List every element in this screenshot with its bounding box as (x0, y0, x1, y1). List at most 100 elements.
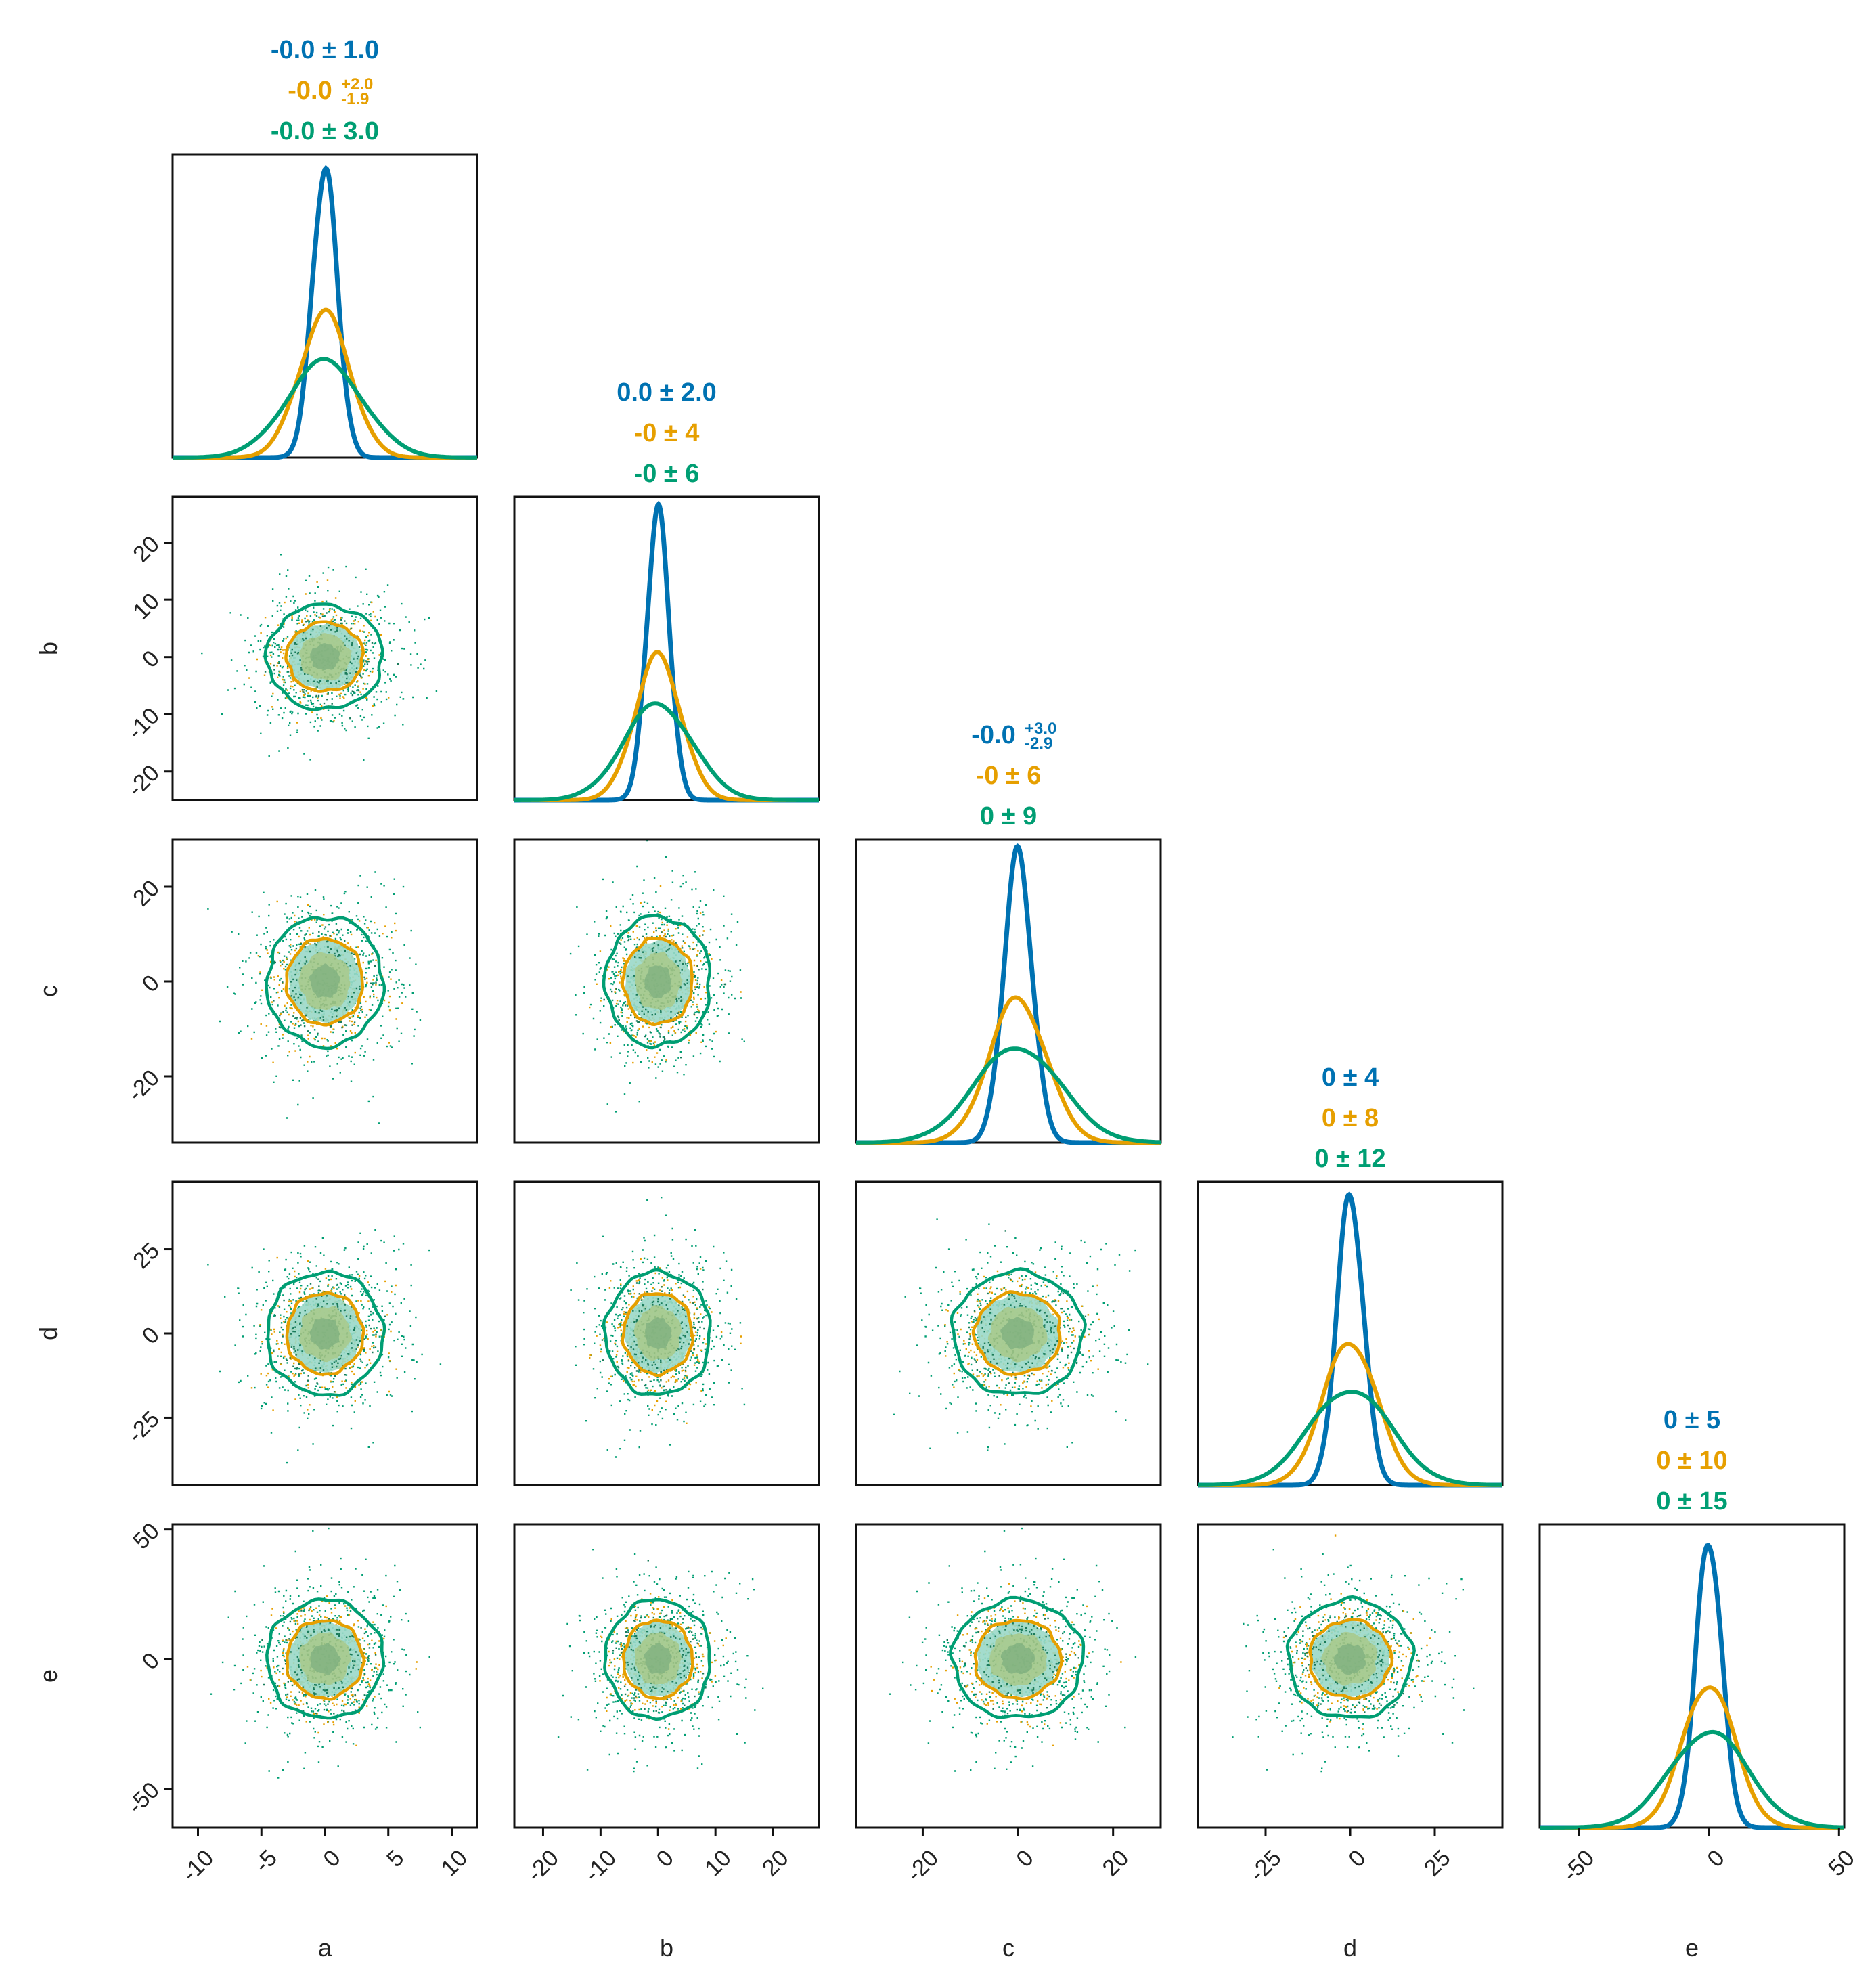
joint-panel-c-d (855, 1180, 1162, 1486)
density-panel-a (171, 153, 478, 460)
summary-stat-c-series-2: -0 ± 6 (976, 761, 1042, 790)
contour-line-series-3 (602, 1268, 712, 1396)
contour-line-series-3 (265, 916, 386, 1051)
filled-contour-core (644, 965, 672, 998)
contour-line-series-3 (950, 1267, 1087, 1395)
y-axis-d: -25 0 25 d (35, 1238, 173, 1448)
joint-panel-a-d (171, 1180, 478, 1486)
joint-panel-b-d (513, 1180, 820, 1486)
scatter-points-series-1 (957, 1230, 1087, 1384)
x-tick-label: -20 (901, 1845, 943, 1887)
x-tick-label: 20 (757, 1845, 794, 1882)
contour-line-series-3 (265, 1597, 386, 1720)
filled-contour-core (310, 1643, 341, 1675)
x-tick-label: 20 (1098, 1845, 1134, 1882)
y-axis-e: -50 0 50 e (35, 1518, 173, 1819)
panel-frame (855, 1523, 1162, 1829)
summary-stat-e-series-2: 0 ± 10 (1656, 1446, 1727, 1475)
y-tick-label: 0 (137, 970, 164, 997)
y-axis-b: -20 -10 0 10 20 b (35, 531, 173, 801)
filled-contour-core (309, 1318, 340, 1350)
contour-line-series-2 (285, 1291, 365, 1376)
x-tick-label: -10 (579, 1845, 621, 1887)
x-tick-label: -10 (177, 1845, 219, 1887)
density-curve-c-series-3 (856, 1046, 1161, 1145)
y-axis-label-e: e (35, 1669, 62, 1683)
summary-stat-e-series-1: 0 ± 5 (1664, 1406, 1720, 1434)
x-tick-label: 0 (1702, 1845, 1729, 1872)
filled-contour-core (1000, 1317, 1035, 1350)
density-curve-d-series-3 (1198, 1390, 1502, 1487)
contour-line-series-2 (284, 620, 365, 693)
filled-contour-core (644, 1643, 672, 1674)
joint-panel-d-e (1197, 1523, 1504, 1829)
contour-line-series-2 (973, 1618, 1063, 1701)
y-tick-label: 20 (128, 531, 164, 568)
x-axis-label-e: e (1685, 1934, 1699, 1962)
upper-error: +3.0 (1025, 720, 1056, 738)
joint-panel-c-e (855, 1523, 1162, 1829)
y-tick-label: 0 (137, 646, 164, 673)
panel-frame (171, 153, 478, 459)
scatter-points-series-2 (250, 1256, 397, 1411)
filled-contour-core (310, 643, 340, 671)
x-tick-label: -5 (250, 1845, 282, 1878)
density-panel-e (1538, 1523, 1846, 1830)
summary-stat-d-series-3: 0 ± 12 (1314, 1145, 1385, 1173)
y-tick-label: 10 (128, 588, 164, 625)
x-tick-label: 10 (437, 1845, 473, 1882)
contour-line-series-3 (602, 914, 711, 1050)
x-axis-label-c: c (1002, 1934, 1014, 1962)
y-axis-label-b: b (35, 642, 62, 655)
x-axis-b: -20 -10 0 10 20 b (522, 1828, 794, 1962)
x-tick-label: 25 (1419, 1845, 1456, 1882)
x-tick-label: 5 (382, 1845, 409, 1872)
summary-stat-d-series-1: 0 ± 4 (1322, 1063, 1379, 1092)
x-tick-label: 0 (318, 1845, 345, 1872)
y-tick-label: -25 (122, 1406, 164, 1448)
density-curve-b-series-3 (514, 701, 819, 802)
panel-frame (1197, 1180, 1504, 1486)
panel-frame (513, 495, 820, 801)
x-tick-label: 0 (1011, 1845, 1038, 1872)
summary-stat-c-series-3: 0 ± 9 (980, 802, 1037, 831)
x-axis-e: -50 0 50 e (1558, 1828, 1860, 1962)
y-axis-c: -20 0 20 c (35, 875, 173, 1107)
filled-contour-core (1334, 1643, 1366, 1675)
density-panel-b (513, 495, 820, 803)
x-axis-label-b: b (660, 1934, 673, 1962)
joint-panel-b-e (513, 1523, 820, 1829)
x-axis-label-d: d (1343, 1934, 1357, 1962)
x-tick-label: -50 (1558, 1845, 1600, 1887)
summary-stat-d-series-2: 0 ± 8 (1322, 1104, 1379, 1132)
filled-contour-core (1000, 1643, 1035, 1675)
x-axis-label-a: a (318, 1934, 332, 1962)
x-tick-label: 0 (1343, 1845, 1370, 1872)
contour-line-series-3 (1285, 1595, 1416, 1719)
density-curve-a-series-2 (173, 307, 477, 460)
x-tick-label: -20 (522, 1845, 564, 1887)
x-axis-c: -20 0 20 c (901, 1828, 1134, 1962)
y-tick-label: -10 (122, 703, 164, 745)
summary-stat-a-series-2: -0.0 (288, 76, 332, 105)
contour-line-series-2 (621, 1618, 694, 1700)
lower-error: -1.9 (341, 90, 369, 108)
panel-frame (855, 1180, 1162, 1486)
x-axis-d: -25 0 25 d (1245, 1828, 1456, 1962)
contour-line-series-2 (284, 937, 364, 1027)
panel-frame (513, 1523, 820, 1829)
x-axis-a: -10 -5 0 5 10 a (177, 1828, 473, 1962)
panel-frame (171, 495, 478, 801)
panel-frame (171, 838, 478, 1144)
filled-contour-core (645, 1317, 672, 1350)
y-tick-label: -20 (122, 1065, 164, 1107)
density-panel-d (1197, 1180, 1504, 1488)
joint-panel-a-e (171, 1523, 478, 1829)
contour-line-series-2 (971, 1290, 1062, 1376)
y-axis-label-d: d (35, 1327, 62, 1340)
summary-stat-b-series-2: -0 ± 4 (634, 419, 700, 447)
y-tick-label: 50 (128, 1518, 164, 1555)
y-tick-label: -50 (122, 1777, 164, 1819)
contour-line-series-2 (621, 936, 694, 1027)
